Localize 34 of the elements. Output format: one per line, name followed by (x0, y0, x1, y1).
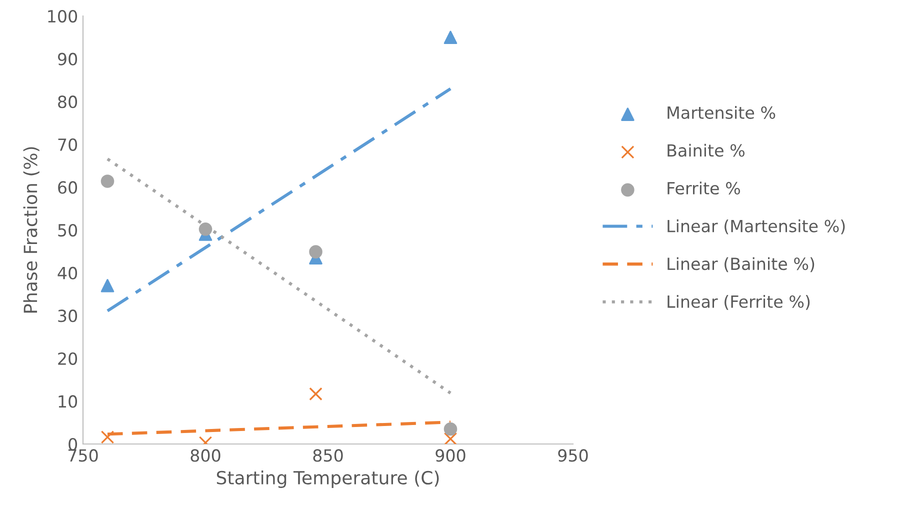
point (100, 278, 114, 292)
legend-label: Martensite % (668, 106, 776, 119)
y-tick-label: 50 (58, 224, 78, 237)
line-series (106, 157, 452, 395)
legend-label: Linear (Martensite %) (668, 219, 845, 234)
y-axis-title: Phase Fraction (%) (23, 147, 40, 313)
y-tick-label: 70 (58, 138, 78, 151)
y-tick-label: 90 (58, 52, 78, 66)
y-tick-label: 100 (48, 10, 78, 23)
point (198, 222, 212, 236)
y-tick-label: 10 (58, 395, 78, 408)
point (444, 432, 458, 444)
y-tick-label: 80 (58, 96, 78, 108)
line-series (106, 87, 452, 312)
y-tick-label: 60 (58, 181, 78, 194)
legend-label: Linear (Ferrite %) (668, 295, 810, 310)
point (100, 430, 114, 444)
legend-label: Bainite % (668, 144, 745, 157)
point (444, 422, 458, 436)
y-tick-label: 30 (58, 310, 78, 322)
legend-label: Ferrite % (668, 182, 740, 195)
x-tick-label: 900 (436, 449, 466, 462)
point (309, 387, 322, 401)
x-tick-label: 850 (313, 449, 343, 462)
point (100, 174, 114, 188)
point (444, 30, 458, 44)
point (309, 245, 322, 258)
y-tick-label: 40 (58, 266, 78, 280)
x-axis-title: Starting Temperature (C) (216, 470, 439, 488)
y-tick-label: 20 (58, 352, 78, 365)
x-tick-label: 800 (190, 449, 220, 462)
legend-label: Linear (Bainite %) (668, 257, 814, 272)
x-tick-label: 750 (68, 449, 98, 462)
x-tick-label: 950 (558, 449, 588, 462)
